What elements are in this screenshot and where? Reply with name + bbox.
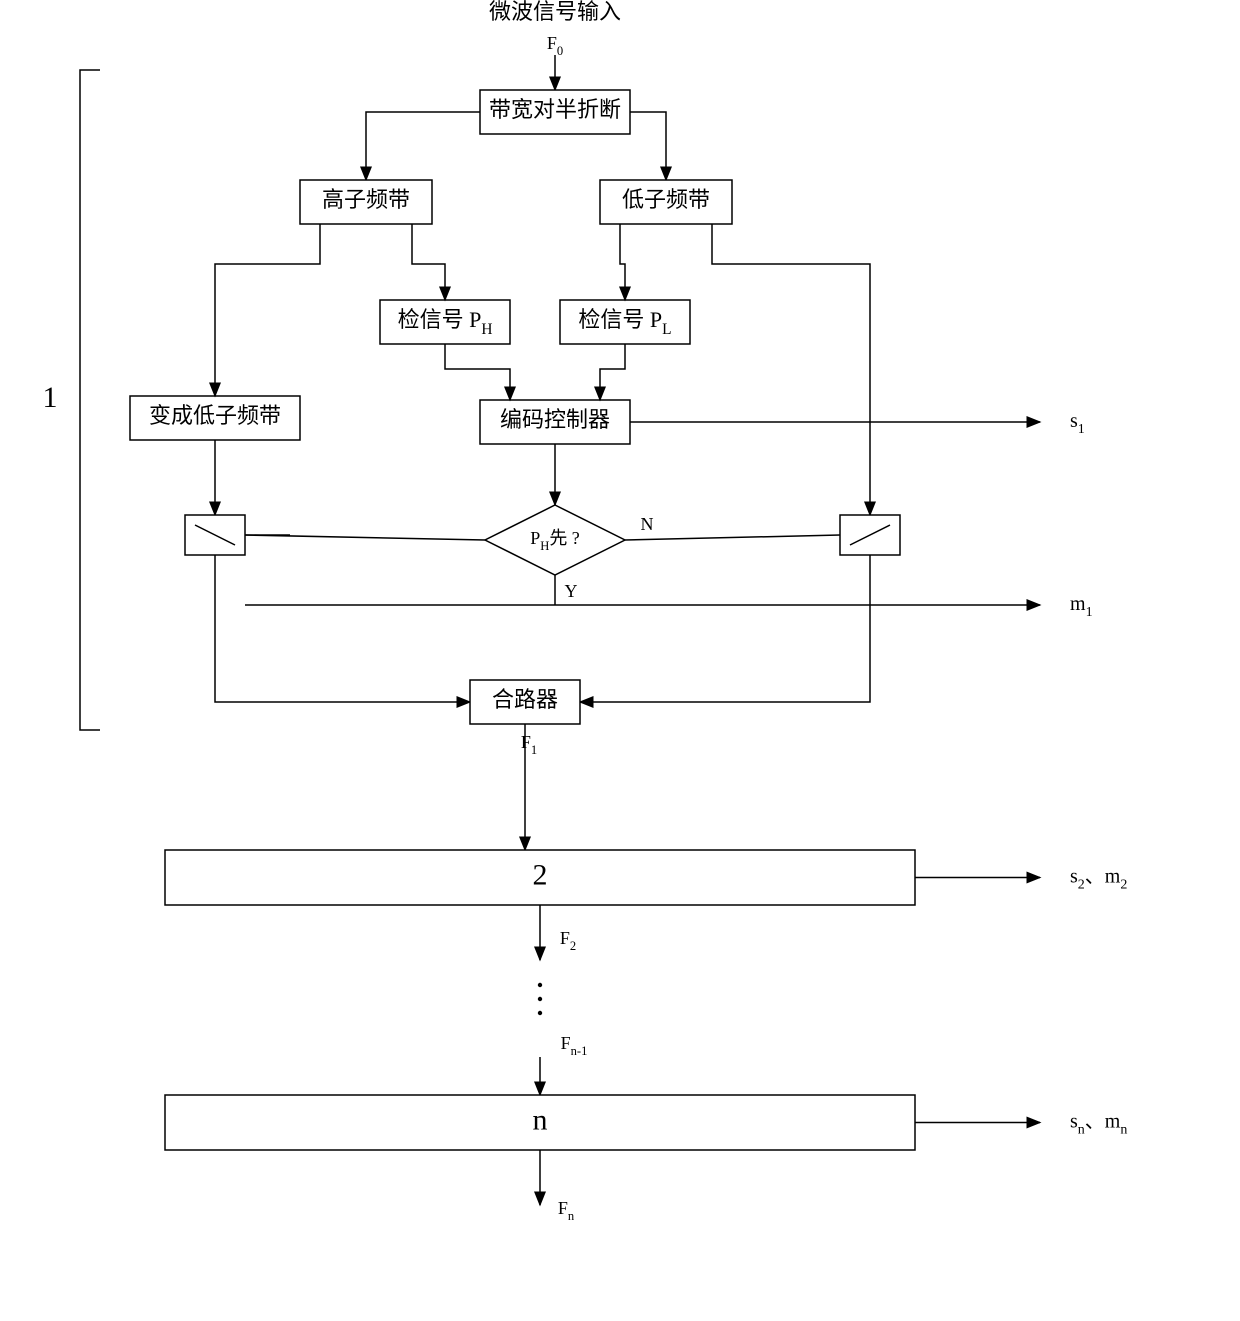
dots (538, 997, 542, 1001)
stage1-bracket (80, 70, 100, 730)
low-sub-label: 低子频带 (622, 187, 710, 212)
input-title: 微波信号输入 (489, 0, 621, 24)
dots (538, 1011, 542, 1015)
edge-dec-swl (245, 535, 485, 540)
bw-split-label: 带宽对半折断 (489, 97, 621, 122)
edge-swr-comb (580, 555, 870, 702)
s2m2-label: s2、m2 (1070, 865, 1127, 892)
stage2-label: 2 (533, 858, 548, 891)
edge-bw-high (366, 112, 480, 180)
to-low-label: 变成低子频带 (149, 403, 281, 428)
edge-high-tolow (215, 224, 320, 396)
snmn-label: sn、mn (1070, 1110, 1127, 1137)
fn1-label: Fn-1 (561, 1033, 588, 1058)
high-sub-label: 高子频带 (322, 187, 410, 212)
edge-ph-enc (445, 344, 510, 400)
y-label: Y (565, 581, 578, 601)
edge-bw-low (630, 112, 666, 180)
f1-label: F1 (521, 732, 537, 757)
encoder-label: 编码控制器 (500, 407, 610, 432)
f0-label: F0 (547, 33, 563, 58)
dots (538, 983, 542, 987)
edge-high-ph (412, 224, 445, 300)
fn-label: Fn (558, 1198, 575, 1223)
edge-low-pl (620, 224, 625, 300)
edge-dec-n (625, 535, 840, 540)
combiner-label: 合路器 (492, 687, 558, 712)
stage1-label: 1 (43, 381, 58, 414)
stagen-label: n (533, 1103, 548, 1136)
edge-low-swr (712, 224, 870, 515)
edge-swl-comb (215, 555, 470, 702)
m1-label: m1 (1070, 593, 1093, 620)
n-label: N (641, 514, 654, 534)
edge-pl-enc (600, 344, 625, 400)
s1-label: s1 (1070, 410, 1085, 437)
f2-label: F2 (560, 928, 576, 953)
